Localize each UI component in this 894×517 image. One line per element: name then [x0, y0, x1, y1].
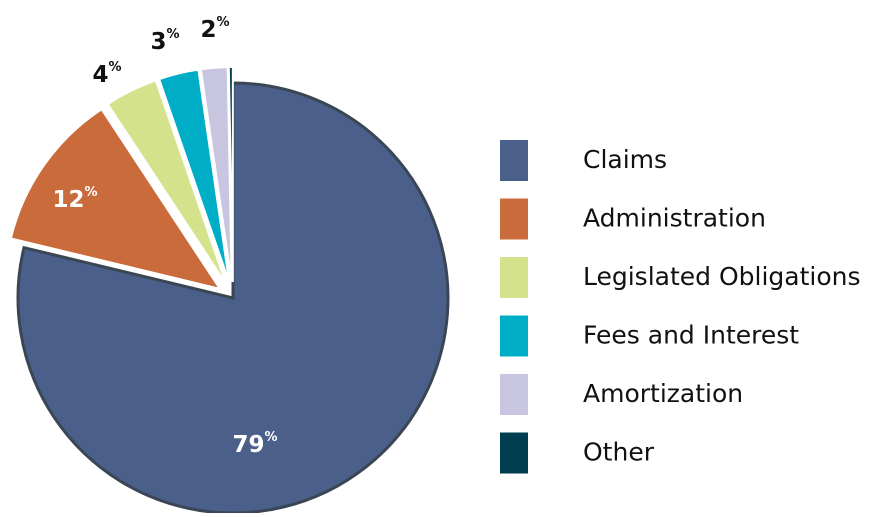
- legend-label: Legislated Obligations: [583, 262, 861, 291]
- legend-swatch: [500, 315, 528, 357]
- legend-label: Fees and Interest: [583, 321, 799, 350]
- legend-swatch: [500, 432, 528, 474]
- legend-swatch: [500, 198, 528, 240]
- legend-label: Amortization: [583, 379, 743, 408]
- pie-slice: [9, 107, 223, 291]
- slice-label: 4%: [92, 60, 121, 88]
- slice-label: 12%: [52, 185, 97, 213]
- pie-slice: [157, 68, 231, 283]
- slice-label: 2%: [200, 15, 229, 43]
- legend-label: Administration: [583, 204, 766, 233]
- legend-swatch: [500, 374, 528, 415]
- legend-label: Other: [583, 438, 655, 467]
- pie-slice: [199, 66, 233, 283]
- legend-label: Claims: [583, 145, 667, 174]
- legend-swatch: [500, 140, 528, 181]
- pie-slice: [16, 81, 450, 515]
- pie-slice: [106, 79, 227, 285]
- slice-label: 3%: [150, 27, 179, 55]
- slice-label: 79%: [232, 430, 277, 458]
- pie-slice: [227, 66, 234, 283]
- legend-swatch: [500, 257, 528, 298]
